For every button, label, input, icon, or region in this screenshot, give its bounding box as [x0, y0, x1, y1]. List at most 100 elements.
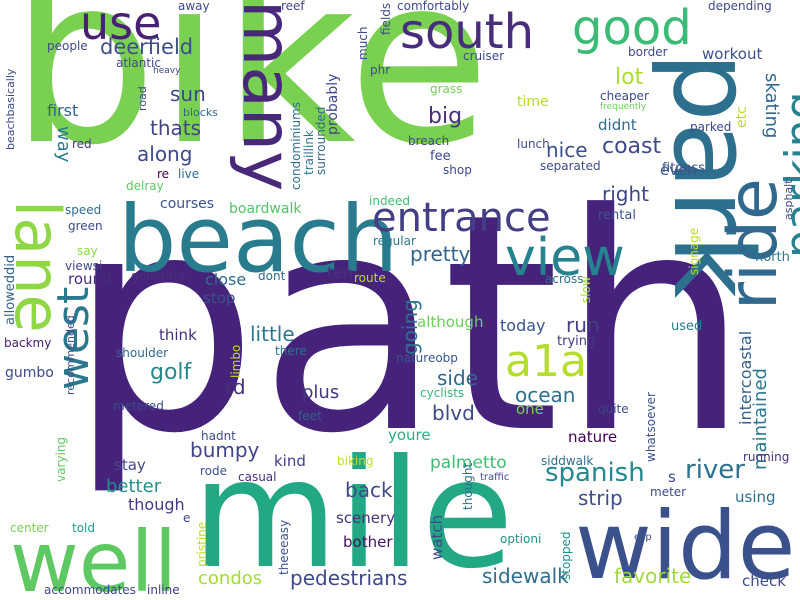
word-sun: sun [170, 82, 206, 106]
word-coast: coast [602, 134, 662, 159]
word-across: across [545, 272, 584, 286]
word-delray: delray [126, 179, 164, 193]
word-backmy: backmy [4, 336, 52, 350]
word-separated-visible: fitness [662, 161, 706, 176]
word-breach: breach [408, 134, 450, 148]
word-used: used [671, 319, 703, 334]
word-there: there [275, 344, 307, 358]
word-meter: meter [650, 485, 687, 499]
word-live: live [178, 167, 200, 181]
word-a1a: a1a [505, 336, 587, 387]
word-check: check [742, 572, 786, 590]
word-boardwalk: boardwalk [229, 201, 302, 217]
word-round: round [68, 270, 112, 288]
word-gumbo: gumbo [5, 365, 54, 381]
word-run: run [566, 313, 600, 337]
word-along: along [137, 142, 193, 166]
word-mile: mile [192, 428, 514, 600]
word-slow: slow [579, 276, 593, 303]
word-fee: lunch [517, 137, 550, 151]
word-fields: fields [379, 2, 393, 35]
word-thought: thought [461, 462, 475, 510]
word-strip: strip [578, 486, 623, 510]
word-youre: one [516, 400, 544, 418]
word-plus: plus [302, 382, 340, 403]
word-optioni: optioni [500, 532, 542, 546]
word-favorite: favorite [614, 564, 692, 588]
word-recommended: recommended [64, 315, 77, 395]
word-way: way [53, 126, 74, 163]
word-alloweddid: alloweddid [3, 254, 18, 325]
word-well: well [10, 513, 178, 600]
word-nature: stay [114, 456, 146, 474]
word-heavy: heavy [153, 66, 181, 76]
word-thats: thats [150, 116, 202, 140]
word-river: river [685, 455, 745, 485]
word-grass: grass [430, 82, 463, 96]
word-stopped: stopped [559, 531, 573, 580]
word-viewsi: viewsi [65, 259, 103, 273]
word-rd: rd [225, 375, 246, 399]
word-pretty: pretty [410, 242, 471, 266]
word-metered: metered [113, 399, 164, 413]
word-big: big [428, 104, 463, 129]
word-cheaper: cheaper [600, 89, 649, 103]
word-varying: varying [54, 436, 68, 482]
word-intercoastal: intercoastal [736, 330, 755, 425]
word-wide: wide [575, 492, 796, 600]
word-lunch: separated [540, 159, 601, 173]
word-condos: condos [198, 568, 263, 589]
word-casual: casual [238, 470, 277, 484]
word-shoulder: shoulder [116, 346, 169, 360]
word-away: away [178, 0, 210, 13]
word-people: people [47, 39, 88, 53]
word-little: little [250, 322, 295, 346]
word-ocean: ocean [515, 383, 576, 407]
word-ten: ten [327, 263, 354, 282]
word-feet: feet [298, 409, 322, 423]
word-reef: reef [281, 0, 305, 13]
word-signage: signage [687, 227, 701, 275]
word-stop: stop [203, 289, 236, 307]
word-quite: quite [598, 402, 629, 416]
word-bike: bike [10, 0, 491, 196]
word-didnt: even [660, 161, 697, 179]
word-think: today [500, 316, 546, 335]
word-blvd: blvd [432, 401, 475, 425]
word-good: good [572, 0, 692, 56]
word-entrance: entrance [372, 195, 551, 241]
word-pristine: pristine [195, 521, 209, 567]
word-golf: golf [150, 360, 192, 385]
word-road: road [136, 86, 149, 111]
word-running: running [743, 450, 790, 464]
word-one: nature [568, 428, 618, 446]
word-border: border [628, 45, 668, 59]
word-deerfield: deerfield [100, 35, 194, 59]
word-esp: esp [634, 532, 652, 543]
word-surrounded: surrounded [314, 106, 328, 175]
word-told: told [72, 521, 95, 535]
word-much: much [356, 26, 370, 61]
word-shop: shop [443, 163, 472, 177]
word-south: south [400, 4, 535, 60]
word-first: first [47, 101, 79, 120]
word-kind: bother [343, 533, 393, 551]
word-theeeasy: theeeasy [277, 519, 291, 575]
word-atlantic: atlantic [116, 56, 161, 70]
word-comfortably: comfortably [397, 0, 470, 13]
word-parking: parking [776, 91, 800, 258]
word-lot: lot [615, 65, 644, 90]
word-right: right [602, 182, 649, 206]
word-beachbasically: beachbasically [4, 68, 17, 150]
word-natureobp: natureobp [396, 351, 458, 365]
word-skating: skating [761, 73, 782, 139]
word-regular: dont [258, 269, 286, 283]
word-siddwalk: siddwalk [541, 454, 594, 468]
word-probably: probably [325, 73, 341, 135]
word-watch: workout [702, 45, 763, 63]
word-scenery: watch [428, 514, 446, 560]
word-dont: think [159, 326, 197, 344]
word-center: center [10, 521, 49, 535]
word-better: better [106, 476, 162, 497]
word-re: re [157, 167, 170, 181]
